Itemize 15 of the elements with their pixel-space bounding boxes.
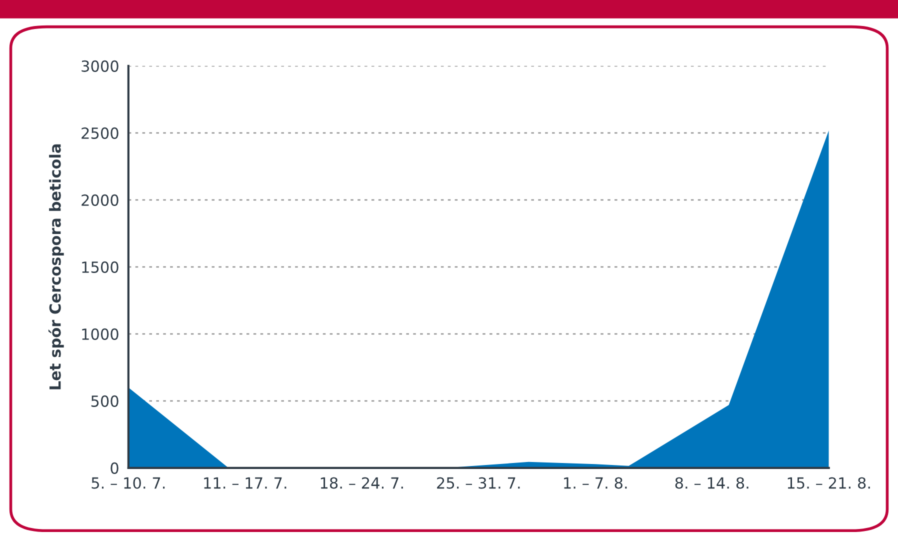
y-tick-label: 1000 — [82, 328, 118, 340]
y-tick-label: 3000 — [82, 60, 118, 72]
y-tick-label: 2000 — [82, 194, 118, 206]
y-tick-label: 1500 — [82, 261, 118, 273]
x-tick-label: 11. – 17. 7. — [204, 477, 286, 489]
x-tick-label: 1. – 7. 8. — [564, 477, 627, 489]
x-tick-label: 8. – 14. 8. — [675, 477, 748, 489]
y-axis-title: Let spór Cercospora beticola — [48, 144, 64, 390]
y-tick-label: 0 — [110, 462, 118, 474]
x-tick-label: 25. – 31. 7. — [437, 477, 520, 489]
x-tick-label: 18. – 24. 7. — [320, 477, 403, 489]
x-tick-label: 5. – 10. 7. — [92, 477, 165, 489]
y-tick-label: 2500 — [82, 127, 118, 139]
y-tick-label: 500 — [91, 395, 118, 407]
x-tick-label: 15. – 21. 8. — [788, 477, 870, 489]
